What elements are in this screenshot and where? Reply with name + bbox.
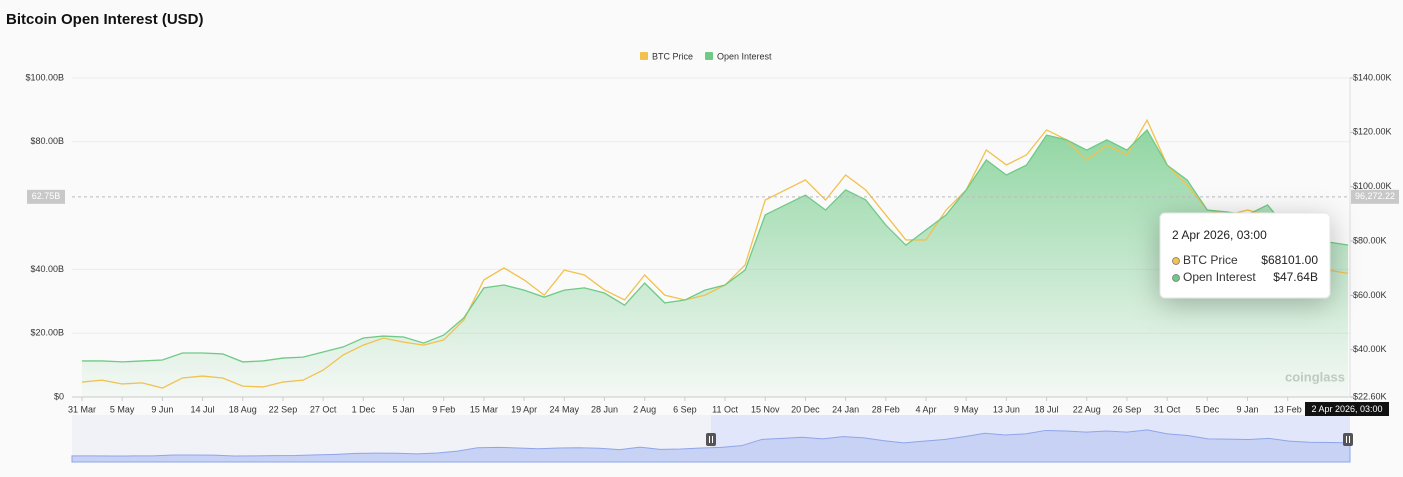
crosshair-x-label-bg	[1305, 402, 1389, 416]
x-tick-label: 11 Oct	[712, 404, 738, 414]
tooltip-value: $68101.00	[1261, 253, 1318, 267]
series-line	[82, 128, 1349, 363]
x-tick-label: 15 Nov	[751, 404, 780, 414]
x-tick-label: 13 Feb	[1274, 404, 1302, 414]
tooltip-series-name: BTC Price	[1183, 253, 1238, 267]
y-tick-label: $0	[54, 391, 64, 401]
x-tick-label: 5 May	[110, 404, 135, 414]
x-tick-label: 9 May	[954, 404, 979, 414]
x-tick-label: 22 Aug	[1073, 404, 1101, 414]
x-tick-label: 5 Jan	[393, 404, 415, 414]
chart-title: Bitcoin Open Interest (USD)	[6, 11, 204, 28]
x-tick-label: 6 Sep	[673, 404, 697, 414]
x-tick-label: 19 Apr	[511, 404, 537, 414]
y2-tick-label: $140.00K	[1353, 72, 1392, 82]
crosshair-y2-label: 96,272.22	[1355, 191, 1395, 201]
x-tick-label: 5 Dec	[1196, 404, 1220, 414]
y2-tick-label: $80.00K	[1353, 235, 1387, 245]
x-tick-label: 18 Aug	[229, 404, 257, 414]
tooltip-dot	[1172, 257, 1180, 265]
y2-tick-label: $60.00K	[1353, 290, 1387, 300]
x-tick-label: 14 Jul	[191, 404, 215, 414]
x-tick-label: 26 Sep	[1113, 404, 1142, 414]
y2-tick-label: $40.00K	[1353, 344, 1387, 354]
x-tick-label: 9 Jan	[1237, 404, 1259, 414]
tooltip: 2 Apr 2026, 03:00 BTC Price $68101.00 Open …	[1159, 212, 1331, 299]
tooltip-title: 2 Apr 2026, 03:00	[1172, 228, 1267, 242]
crosshair-y-label: 62.75B	[32, 191, 61, 201]
legend-swatch	[705, 52, 714, 60]
x-tick-label: 18 Jul	[1035, 404, 1059, 414]
x-tick-label: 28 Feb	[872, 404, 900, 414]
crosshair-label-bg	[1351, 189, 1399, 204]
x-tick-label: 24 May	[550, 404, 580, 414]
x-tick-label: 22 Sep	[269, 404, 298, 414]
crosshair-label-bg	[27, 189, 65, 204]
series-line	[81, 118, 1349, 389]
tooltip-box	[1159, 212, 1331, 299]
x-tick-label: 31 Mar	[68, 404, 96, 414]
y-tick-label: $40.00B	[30, 264, 64, 274]
x-tick-label: 9 Jun	[151, 404, 173, 414]
x-tick-label: 27 Oct	[310, 404, 337, 414]
y-tick-label: $100.00B	[25, 72, 64, 82]
y2-tick-label: $22.60K	[1353, 391, 1387, 401]
navigator-area	[71, 429, 1351, 463]
tooltip-value: $47.64B	[1273, 270, 1318, 284]
oi-area	[82, 129, 1348, 397]
navigator-handle	[1343, 433, 1353, 446]
navigator-handle	[706, 433, 716, 446]
crosshair-x-label: 2 Apr 2026, 03:00	[1311, 404, 1382, 414]
y2-tick-label: $100.00K	[1353, 181, 1392, 191]
x-tick-label: 28 Jun	[591, 404, 618, 414]
x-tick-label: 1 Dec	[352, 404, 376, 414]
y2-tick-label: $120.00K	[1353, 127, 1392, 137]
tooltip-dot	[1172, 274, 1180, 282]
y-tick-label: $20.00B	[30, 328, 64, 338]
x-tick-label: 24 Jan	[832, 404, 859, 414]
x-tick-label: 13 Jun	[993, 404, 1020, 414]
x-tick-label: 9 Feb	[432, 404, 455, 414]
x-tick-label: 31 Oct	[1154, 404, 1181, 414]
x-tick-label: 20 Dec	[791, 404, 820, 414]
x-tick-label: 2 Aug	[633, 404, 656, 414]
tooltip-series-name: Open Interest	[1183, 270, 1256, 284]
legend-label: Open Interest	[717, 51, 772, 61]
legend-label: BTC Price	[652, 51, 693, 61]
x-tick-label: 4 Apr	[915, 404, 936, 414]
x-tick-label: 15 Mar	[470, 404, 498, 414]
y-tick-label: $80.00B	[30, 136, 64, 146]
legend-swatch	[640, 52, 648, 60]
